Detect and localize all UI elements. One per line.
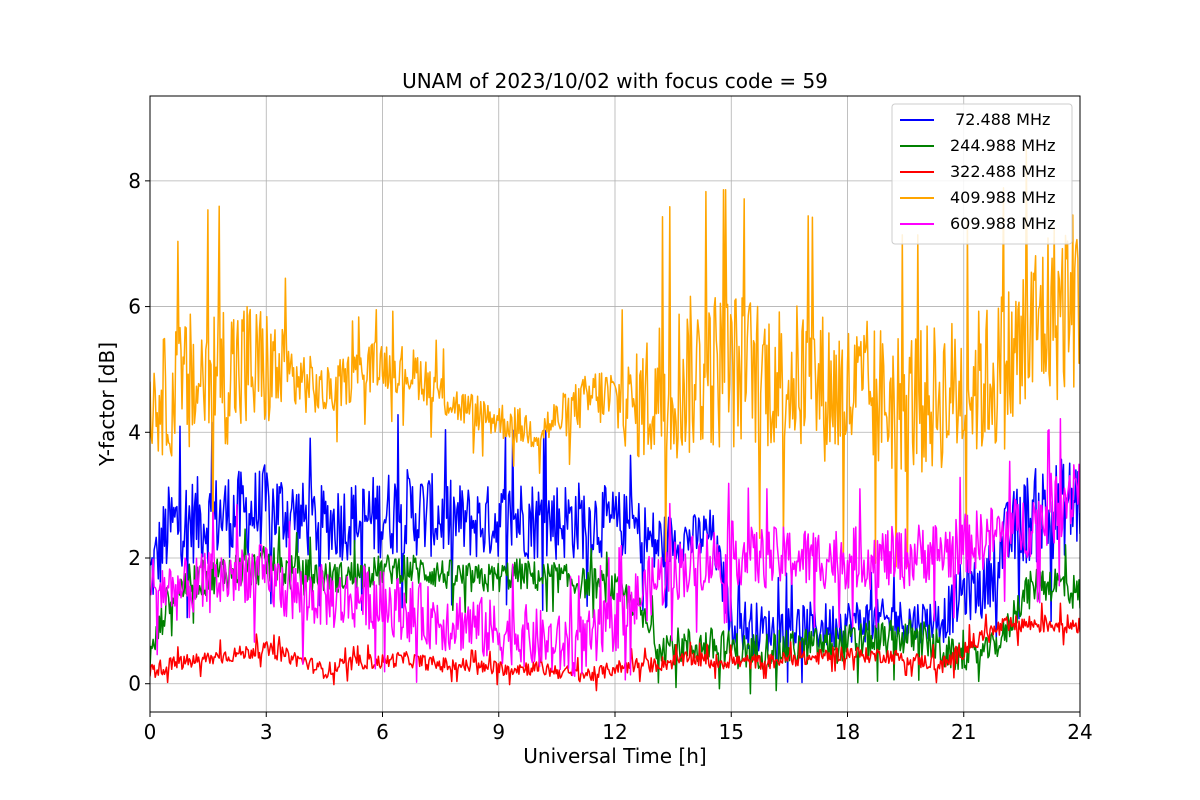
- series-line: [150, 413, 1080, 684]
- legend-entry-label: 322.488 MHz: [950, 162, 1055, 181]
- y-axis-label: Y-factor [dB]: [95, 342, 119, 467]
- x-tick-label: 0: [144, 720, 157, 744]
- legend-entry-label: 609.988 MHz: [950, 214, 1055, 233]
- legend-entry-label: 72.488 MHz: [950, 110, 1050, 129]
- x-tick-label: 6: [376, 720, 389, 744]
- series-line: [150, 602, 1080, 692]
- x-tick-label: 12: [602, 720, 627, 744]
- x-tick-label: 24: [1067, 720, 1092, 744]
- y-tick-label: 2: [128, 546, 141, 570]
- legend-box: [891, 103, 1073, 245]
- x-axis-label: Universal Time [h]: [523, 744, 706, 768]
- chart-title: UNAM of 2023/10/02 with focus code = 59: [402, 69, 828, 93]
- series-line: [150, 417, 1080, 683]
- series-line: [150, 145, 1080, 568]
- series-layer: [150, 145, 1080, 695]
- y-tick-label: 8: [128, 169, 141, 193]
- x-tick-label: 21: [951, 720, 976, 744]
- legend: 72.488 MHz 244.988 MHz 322.488 MHz 409.988 …: [891, 103, 1073, 245]
- x-tick-label: 9: [492, 720, 505, 744]
- x-tick-label: 18: [835, 720, 860, 744]
- legend-entry-label: 409.988 MHz: [950, 188, 1055, 207]
- y-tick-label: 6: [128, 295, 141, 319]
- legend-entry-label: 244.988 MHz: [950, 136, 1055, 155]
- y-tick-label: 4: [128, 420, 141, 444]
- y-tick-label: 0: [128, 672, 141, 696]
- x-tick-label: 15: [719, 720, 744, 744]
- x-tick-label: 3: [260, 720, 273, 744]
